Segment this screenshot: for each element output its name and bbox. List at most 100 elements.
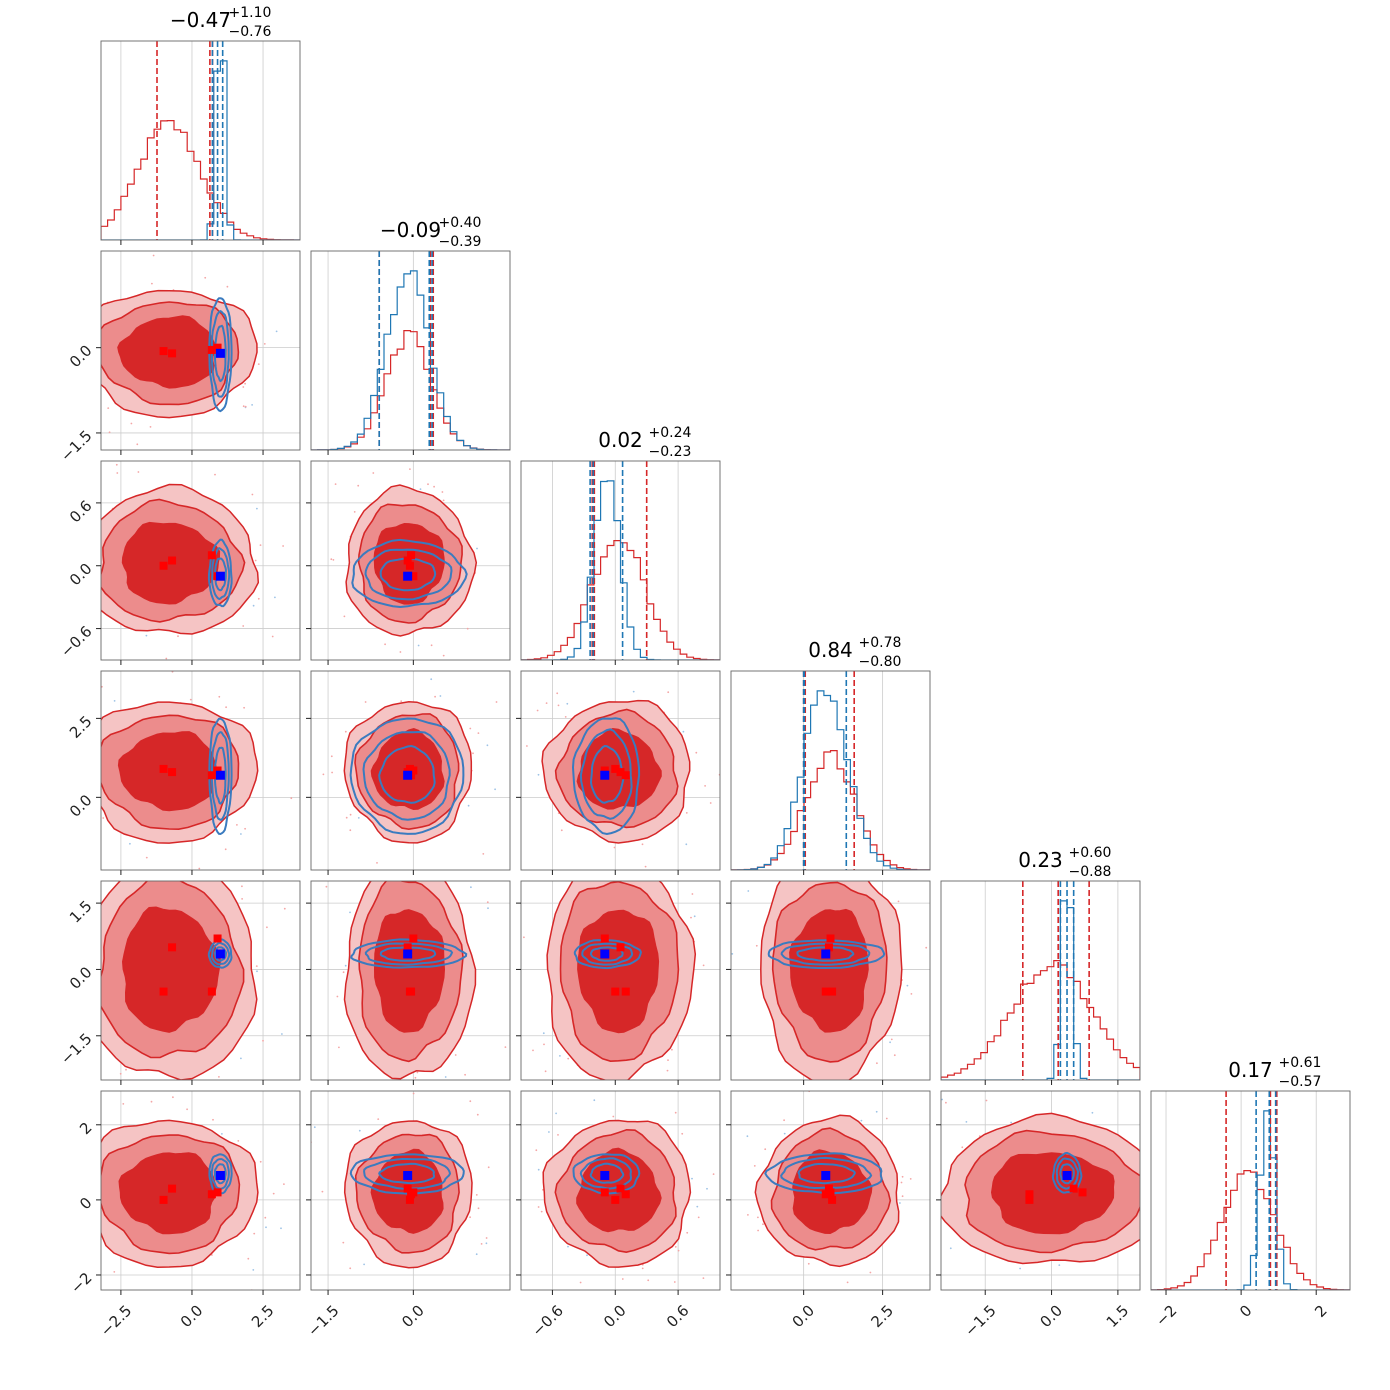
sample-point [119, 1072, 122, 1075]
sample-point [613, 846, 616, 849]
sample-point [254, 559, 257, 562]
sample-point [344, 964, 347, 967]
red-marker [611, 987, 620, 996]
sample-point [472, 752, 474, 755]
blue-marker [403, 1170, 413, 1180]
title-minus-error: −0.76 [229, 24, 272, 40]
blue-contour [362, 730, 451, 821]
sample-point [566, 702, 569, 705]
x-tick-label: 0.0 [1036, 1302, 1066, 1332]
red-marker [409, 1188, 418, 1197]
sample-point [674, 1246, 677, 1248]
sample-point [757, 1216, 759, 1219]
x-tick-label: 0 [1236, 1302, 1255, 1321]
sample-point [532, 1049, 534, 1052]
y-tick-label: 1.5 [66, 897, 96, 927]
blue-marker [1062, 1170, 1072, 1180]
sample-point [897, 900, 900, 903]
sample-point [582, 863, 584, 865]
sample-point [330, 558, 333, 561]
red-marker [159, 561, 168, 570]
blue-contour [579, 728, 633, 820]
x-tick-label: 0.0 [600, 1302, 630, 1332]
red-marker [616, 1184, 625, 1193]
title-minus-error: −0.80 [859, 654, 902, 670]
red-contour-inner [118, 1152, 217, 1235]
title-plus-error: +0.60 [1069, 845, 1112, 861]
sample-point [184, 1301, 186, 1303]
sample-point [702, 1277, 705, 1279]
red-marker [826, 934, 835, 943]
panel-frame [310, 670, 511, 871]
sample-point [363, 1263, 365, 1266]
sample-point [555, 1112, 557, 1115]
sample-point [647, 1279, 650, 1282]
sample-point [1156, 1206, 1158, 1208]
sample-point [621, 1278, 624, 1280]
sample-point [746, 1135, 749, 1138]
sample-point [434, 695, 436, 698]
y-tick-label: 2 [76, 1119, 95, 1138]
sample-point [259, 1160, 262, 1163]
x-tick-label: −1.5 [961, 1302, 999, 1340]
sample-point [693, 1128, 695, 1130]
sample-point [846, 1281, 849, 1284]
y-tick-label: 0.0 [66, 341, 96, 371]
sample-point [515, 1184, 517, 1186]
sample-point [236, 824, 238, 826]
sample-point [544, 1070, 547, 1073]
sample-point [93, 1298, 95, 1300]
blue-marker [821, 1170, 831, 1180]
sample-point [564, 855, 566, 857]
sample-point [92, 785, 94, 787]
sample-point [54, 1183, 56, 1185]
sample-point [935, 1175, 937, 1177]
sample-point [702, 964, 705, 967]
red-marker [213, 343, 222, 352]
blue-marker [215, 949, 225, 959]
blue-contour [1059, 1163, 1075, 1185]
sample-point [342, 1241, 345, 1244]
sample-point [494, 779, 496, 781]
sample-point [762, 1223, 764, 1226]
sample-point [512, 721, 514, 723]
red-marker [616, 768, 625, 777]
sample-point [504, 1046, 507, 1048]
blue-contour [210, 941, 231, 966]
sample-point [1058, 1264, 1061, 1266]
panel-frame [100, 460, 301, 661]
sample-point [241, 885, 243, 888]
sample-point [95, 995, 97, 997]
sample-point [486, 901, 489, 904]
sample-point [251, 404, 254, 406]
sample-point [145, 634, 148, 637]
red-contour-inner [990, 1152, 1115, 1235]
sample-point [477, 1207, 480, 1210]
panel-1-0: −1.5 0.0 [57, 250, 301, 465]
sample-point [96, 1198, 98, 1200]
red-marker [159, 987, 168, 996]
panel-frame [100, 1090, 301, 1291]
blue-contour [363, 1158, 452, 1190]
sample-point [579, 832, 581, 834]
sample-point [342, 971, 345, 974]
blue-contour [378, 744, 436, 804]
red-histogram [731, 750, 930, 870]
sample-point [785, 1113, 787, 1115]
blue-contour [207, 538, 233, 608]
sample-point [172, 1096, 174, 1099]
sample-point [125, 1068, 127, 1071]
sample-point [491, 453, 493, 455]
sample-point [221, 1133, 223, 1135]
sample-point [537, 1168, 540, 1171]
sample-point [275, 330, 278, 333]
title-plus-error: +0.78 [859, 635, 902, 651]
red-marker [826, 1188, 835, 1197]
sample-point [240, 1057, 242, 1060]
blue-marker [403, 949, 413, 959]
blue-marker [403, 571, 413, 581]
red-marker [409, 766, 418, 775]
sample-point [477, 732, 480, 734]
sample-point [64, 397, 66, 399]
sample-point [377, 1118, 380, 1120]
